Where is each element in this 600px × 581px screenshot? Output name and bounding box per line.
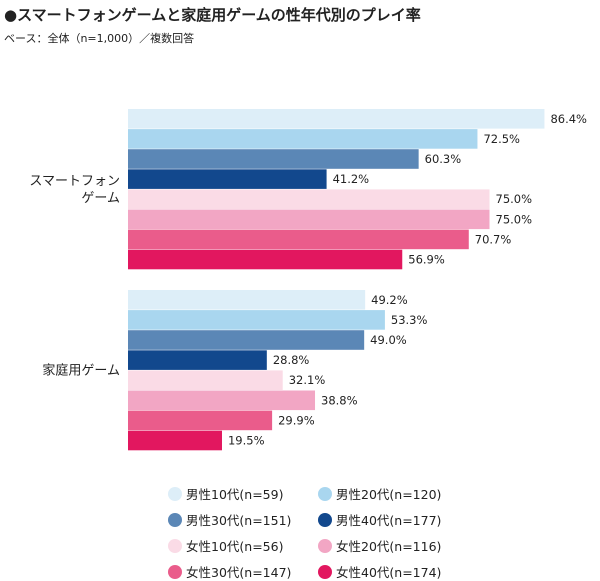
legend-item: 女性20代(n=116) bbox=[318, 536, 468, 555]
legend-item: 男性40代(n=177) bbox=[318, 510, 468, 529]
data-label: 38.8% bbox=[321, 393, 358, 407]
legend-label: 女性30代(n=147) bbox=[186, 565, 292, 580]
data-label: 28.8% bbox=[273, 353, 310, 367]
bar bbox=[128, 109, 545, 129]
bar bbox=[128, 350, 267, 370]
data-label: 53.3% bbox=[391, 313, 428, 327]
legend-item: 女性10代(n=56) bbox=[168, 536, 318, 555]
legend-label: 男性20代(n=120) bbox=[336, 487, 442, 502]
bar-chart: スマートフォンゲーム 86.4% 72.5% 60.3% 41.2% 75.0% 75.0%… bbox=[29, 109, 587, 451]
legend-label: 男性10代(n=59) bbox=[186, 487, 284, 502]
bar bbox=[128, 290, 366, 310]
data-label: 19.5% bbox=[228, 434, 265, 448]
bar bbox=[128, 149, 419, 169]
legend-swatch-icon bbox=[318, 564, 332, 579]
chart-title: ●スマートフォンゲームと家庭用ゲームの性年代別のプレイ率 bbox=[4, 6, 421, 24]
data-label: 72.5% bbox=[483, 132, 520, 146]
legend-swatch-icon bbox=[168, 564, 182, 579]
data-label: 49.0% bbox=[370, 333, 407, 347]
bar bbox=[128, 209, 490, 230]
data-label: 70.7% bbox=[475, 232, 512, 246]
legend-label: 男性40代(n=177) bbox=[336, 513, 442, 528]
bar bbox=[128, 330, 365, 350]
bar bbox=[128, 169, 327, 189]
legend-swatch-icon bbox=[318, 486, 332, 501]
bar bbox=[128, 390, 316, 411]
data-label: 75.0% bbox=[496, 192, 533, 206]
legend-swatch-icon bbox=[168, 512, 182, 527]
bar bbox=[128, 310, 385, 330]
bar bbox=[128, 189, 490, 209]
data-label: 32.1% bbox=[289, 373, 326, 387]
data-label: 41.2% bbox=[333, 172, 370, 186]
bar bbox=[128, 370, 283, 390]
category-label: 家庭用ゲーム bbox=[42, 362, 120, 378]
legend-swatch-icon bbox=[318, 512, 332, 527]
legend-swatch-icon bbox=[168, 538, 182, 553]
data-label: 56.9% bbox=[408, 253, 445, 267]
data-label: 75.0% bbox=[496, 212, 533, 226]
bar bbox=[128, 410, 273, 431]
bar bbox=[128, 249, 403, 270]
data-label: 49.2% bbox=[371, 293, 408, 307]
category-label: スマートフォンゲーム bbox=[29, 174, 120, 206]
legend-item: 女性40代(n=174) bbox=[318, 562, 468, 581]
legend-item: 男性30代(n=151) bbox=[168, 510, 318, 529]
bar bbox=[128, 229, 469, 250]
legend-label: 女性40代(n=174) bbox=[336, 565, 442, 580]
legend-item: 男性20代(n=120) bbox=[318, 484, 468, 503]
legend-item: 女性30代(n=147) bbox=[168, 562, 318, 581]
legend: 男性10代(n=59) 男性20代(n=120) 男性30代(n=151) 男性40代… bbox=[168, 484, 468, 581]
data-label: 60.3% bbox=[425, 152, 462, 166]
legend-item: 男性10代(n=59) bbox=[168, 484, 318, 503]
chart-subtitle: ベース：全体（n=1,000）／複数回答 bbox=[4, 32, 195, 45]
legend-swatch-icon bbox=[168, 486, 182, 501]
data-label: 29.9% bbox=[278, 413, 315, 427]
bar bbox=[128, 430, 222, 451]
legend-label: 男性30代(n=151) bbox=[186, 513, 292, 528]
legend-label: 女性10代(n=56) bbox=[186, 539, 284, 554]
data-label: 86.4% bbox=[550, 112, 587, 126]
legend-swatch-icon bbox=[318, 538, 332, 553]
bar bbox=[128, 129, 478, 149]
legend-label: 女性20代(n=116) bbox=[336, 539, 442, 554]
